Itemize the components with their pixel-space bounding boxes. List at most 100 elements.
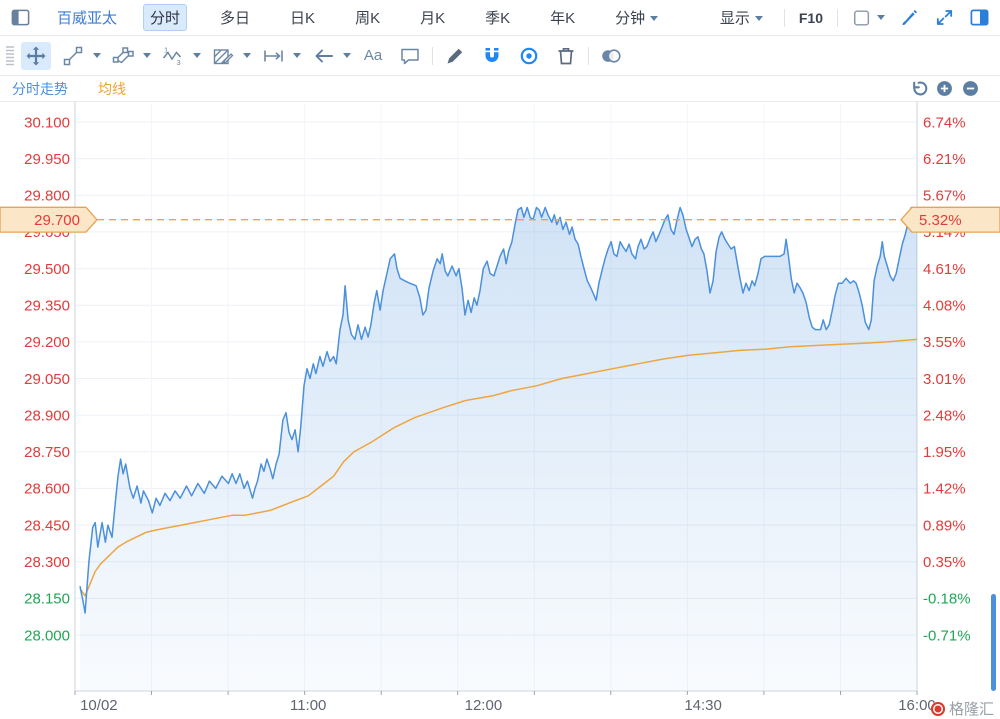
back-arrow-button[interactable] bbox=[308, 42, 338, 70]
percent-axis-label: 0.89% bbox=[923, 517, 966, 534]
tab-quarterly[interactable]: 季K bbox=[485, 10, 511, 27]
fullscreen-icon[interactable] bbox=[934, 7, 955, 28]
percent-axis-label: -0.18% bbox=[923, 591, 971, 608]
percent-axis-label: 1.95% bbox=[923, 444, 966, 461]
time-axis-label: 14:30 bbox=[684, 697, 722, 714]
chevron-down-icon bbox=[650, 16, 659, 21]
gelonghui-logo-icon bbox=[930, 701, 945, 716]
move-tool-button[interactable] bbox=[21, 41, 51, 70]
price-axis-label: 28.000 bbox=[24, 627, 70, 644]
percent-axis-label: 3.01% bbox=[923, 371, 966, 388]
average-price-line bbox=[79, 338, 918, 597]
chevron-down-icon[interactable] bbox=[193, 53, 201, 58]
percent-axis-label: 6.21% bbox=[923, 151, 966, 168]
edit-pencil-button[interactable] bbox=[440, 42, 470, 70]
gann-grid-tool-button[interactable] bbox=[208, 42, 238, 70]
minute-period-dropdown[interactable]: 分钟 bbox=[608, 4, 665, 31]
price-axis-label: 28.600 bbox=[24, 481, 70, 498]
compare-overlay-button[interactable] bbox=[596, 42, 626, 70]
chevron-down-icon bbox=[877, 15, 885, 20]
chevron-down-icon[interactable] bbox=[143, 53, 151, 58]
time-axis-label: 12:00 bbox=[465, 697, 503, 714]
layout-select-dropdown[interactable] bbox=[852, 8, 885, 28]
price-axis-label: 28.900 bbox=[24, 407, 70, 424]
panel-left-toggle-icon[interactable] bbox=[10, 7, 31, 28]
display-dropdown[interactable]: 显示 bbox=[713, 4, 770, 31]
chevron-down-icon bbox=[754, 16, 763, 21]
percent-axis-label: -0.71% bbox=[923, 627, 971, 644]
text-tool-button[interactable]: Aa bbox=[363, 47, 383, 64]
price-axis-label: 28.450 bbox=[24, 517, 70, 534]
current-percent-tag: 5.32% bbox=[900, 206, 1000, 233]
chevron-down-icon[interactable] bbox=[93, 53, 101, 58]
svg-text:3: 3 bbox=[177, 58, 181, 67]
time-axis-label: 10/02 bbox=[80, 697, 118, 714]
price-axis-label: 30.100 bbox=[24, 114, 70, 131]
chart-canvas[interactable]: 30.10029.95029.80029.65029.50029.35029.2… bbox=[0, 102, 1000, 719]
percent-axis-label: 4.08% bbox=[923, 298, 966, 315]
chart-sub-bar: 分时走势 均线 bbox=[0, 76, 1000, 102]
indicator-tabs: 分时走势 均线 bbox=[12, 79, 126, 99]
time-axis-label: 11:00 bbox=[290, 697, 326, 714]
current-price-tag: 29.700 bbox=[0, 206, 98, 233]
price-axis-label: 28.750 bbox=[24, 444, 70, 461]
zoom-in-icon[interactable] bbox=[935, 79, 954, 98]
comment-tool-button[interactable] bbox=[395, 42, 425, 70]
tab-daily[interactable]: 日K bbox=[290, 10, 316, 27]
price-axis-label: 29.500 bbox=[24, 261, 70, 278]
scrollbar-thumb[interactable] bbox=[991, 594, 996, 691]
f10-button[interactable]: F10 bbox=[798, 9, 823, 26]
divider bbox=[588, 46, 589, 65]
tab-monthly[interactable]: 月K bbox=[420, 10, 446, 27]
price-axis-label: 29.800 bbox=[24, 188, 70, 205]
percent-axis-label: 3.55% bbox=[923, 334, 966, 351]
trendline-tool-button[interactable] bbox=[58, 42, 88, 70]
chevron-down-icon[interactable] bbox=[293, 53, 301, 58]
intraday-chart[interactable]: 30.10029.95029.80029.65029.50029.35029.2… bbox=[0, 102, 1000, 719]
toolbar-grip-icon[interactable] bbox=[4, 44, 16, 68]
price-line bbox=[79, 206, 918, 614]
chevron-down-icon[interactable] bbox=[243, 53, 251, 58]
divider bbox=[783, 8, 785, 27]
tab-multiday[interactable]: 多日 bbox=[220, 10, 251, 27]
price-axis-label: 29.200 bbox=[24, 334, 70, 351]
chevron-down-icon[interactable] bbox=[343, 53, 351, 58]
measure-tool-button[interactable] bbox=[258, 42, 288, 70]
zoom-out-icon[interactable] bbox=[961, 79, 980, 98]
price-axis-label: 28.300 bbox=[24, 554, 70, 571]
top-bar: 百威亚太 分时 多日 日K 周K 月K 季K 年K 分钟 显示 F10 bbox=[0, 0, 1000, 36]
chart-type-tabs: 分时 多日 日K 周K 月K 季K 年K bbox=[143, 4, 582, 31]
time-axis-labels: 10/02 11:00 12:00 14:30 16:00 bbox=[80, 697, 936, 714]
tab-moving-average[interactable]: 均线 bbox=[98, 80, 126, 97]
tab-minute[interactable]: 分时 bbox=[143, 4, 188, 31]
watermark: 格隆汇 bbox=[930, 698, 994, 719]
draw-brush-icon[interactable] bbox=[899, 7, 920, 28]
percent-axis-label: 0.35% bbox=[923, 554, 966, 571]
percent-axis-label: 2.48% bbox=[923, 407, 966, 424]
tab-intraday-trend[interactable]: 分时走势 bbox=[12, 80, 68, 97]
watermark-text: 格隆汇 bbox=[948, 701, 994, 718]
svg-text:29.700: 29.700 bbox=[34, 212, 80, 229]
percent-axis-label: 6.74% bbox=[923, 114, 966, 131]
channel-tool-button[interactable] bbox=[108, 42, 138, 70]
price-axis-left: 30.10029.95029.80029.65029.50029.35029.2… bbox=[24, 114, 70, 644]
target-visibility-button[interactable] bbox=[514, 42, 544, 70]
time-axis-label: 16:00 bbox=[898, 697, 936, 714]
magnet-tool-button[interactable] bbox=[477, 42, 507, 70]
stock-name[interactable]: 百威亚太 bbox=[57, 10, 118, 27]
price-axis-label: 29.950 bbox=[24, 151, 70, 168]
undo-icon[interactable] bbox=[909, 79, 928, 98]
price-axis-label: 28.150 bbox=[24, 591, 70, 608]
tab-yearly[interactable]: 年K bbox=[550, 10, 576, 27]
trash-button[interactable] bbox=[551, 42, 581, 70]
panel-right-toggle-icon[interactable] bbox=[969, 7, 990, 28]
percent-axis-right: 6.74%6.21%5.67%5.14%4.61%4.08%3.55%3.01%… bbox=[923, 114, 971, 644]
divider bbox=[837, 8, 838, 27]
price-axis-label: 29.050 bbox=[24, 371, 70, 388]
tab-weekly[interactable]: 周K bbox=[355, 10, 381, 27]
price-axis-label: 29.350 bbox=[24, 298, 70, 315]
svg-text:5.32%: 5.32% bbox=[919, 212, 962, 229]
percent-axis-label: 1.42% bbox=[923, 481, 966, 498]
